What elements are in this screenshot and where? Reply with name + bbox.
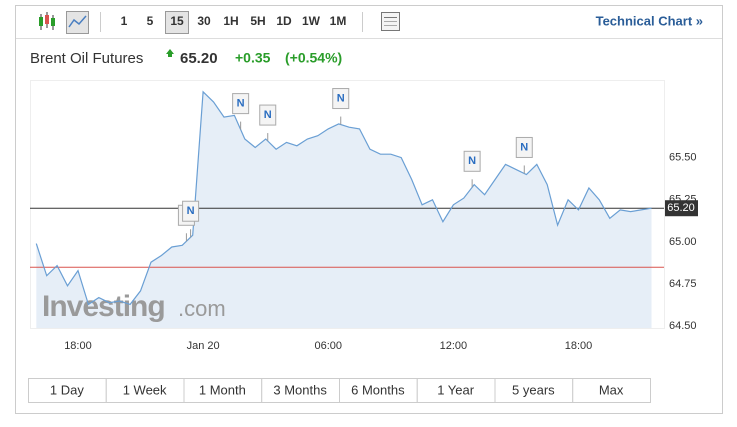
interval-button[interactable]: 1W bbox=[302, 14, 321, 28]
range-label[interactable]: 5 years bbox=[512, 382, 555, 397]
up-arrow bbox=[168, 54, 172, 57]
range-bar: 1 Day 1 Week 1 Month 3 Months 6 Months 1 Year… bbox=[28, 378, 651, 403]
line-icon[interactable] bbox=[66, 11, 89, 34]
settings-icon[interactable] bbox=[381, 12, 400, 31]
news-flag-box bbox=[332, 88, 350, 110]
news-flag[interactable]: N bbox=[232, 93, 250, 130]
x-tick-label: Jan 20 bbox=[187, 340, 220, 352]
interval-button[interactable]: 1 bbox=[121, 14, 128, 28]
news-flag-label: N bbox=[264, 109, 272, 121]
news-flag-box bbox=[232, 93, 250, 115]
x-tick-label: 18:00 bbox=[565, 340, 593, 352]
range-button[interactable] bbox=[494, 378, 574, 403]
range-label[interactable]: 1 Month bbox=[199, 382, 246, 397]
last-price-badge bbox=[665, 200, 698, 217]
interval-button[interactable]: 15 bbox=[170, 14, 184, 28]
y-tick-label: 64.75 bbox=[669, 278, 697, 290]
range-button[interactable] bbox=[339, 378, 418, 403]
candle-icon[interactable] bbox=[39, 12, 55, 30]
interval-button[interactable]: 5 bbox=[147, 14, 154, 28]
range-label[interactable]: Max bbox=[599, 382, 624, 397]
news-flag[interactable]: N bbox=[332, 88, 350, 125]
y-tick-label: 64.50 bbox=[669, 320, 697, 332]
range-label[interactable]: 6 Months bbox=[351, 382, 405, 397]
news-flag[interactable]: N bbox=[463, 150, 481, 188]
interval-button[interactable]: 1H bbox=[223, 14, 238, 28]
instrument-title: Brent Oil Futures bbox=[30, 50, 143, 67]
y-tick-label: 65.00 bbox=[669, 236, 697, 248]
interval-button[interactable]: 1D bbox=[276, 14, 292, 28]
news-flag-label: N bbox=[187, 205, 195, 217]
interval-button[interactable]: 1M bbox=[330, 14, 347, 28]
news-flag-box bbox=[515, 136, 533, 158]
range-label[interactable]: 3 Months bbox=[273, 382, 327, 397]
news-flag[interactable]: N bbox=[515, 136, 533, 174]
x-tick-label: 06:00 bbox=[314, 340, 342, 352]
range-button[interactable] bbox=[572, 378, 651, 403]
range-label[interactable]: 1 Day bbox=[50, 382, 84, 397]
x-tick-label: 18:00 bbox=[64, 340, 92, 352]
news-flag-label: N bbox=[237, 98, 245, 110]
news-flag-label: N bbox=[520, 141, 528, 153]
news-flag[interactable]: N bbox=[259, 104, 277, 142]
range-label[interactable]: 1 Year bbox=[437, 382, 475, 397]
range-button[interactable] bbox=[28, 378, 107, 403]
watermark: Investing bbox=[42, 290, 165, 323]
news-flag-label: N bbox=[468, 155, 476, 167]
up-arrow bbox=[166, 49, 174, 54]
range-button[interactable] bbox=[261, 378, 340, 403]
interval-button[interactable]: 30 bbox=[197, 14, 211, 28]
technical-chart-link[interactable]: Technical Chart » bbox=[596, 13, 703, 28]
x-tick-label: 12:00 bbox=[440, 340, 468, 352]
watermark: .com bbox=[178, 296, 226, 321]
area bbox=[36, 91, 652, 328]
news-flag[interactable]: N bbox=[182, 200, 200, 238]
range-label[interactable]: 1 Week bbox=[123, 382, 167, 397]
news-flag-box bbox=[463, 150, 481, 172]
last-price-label: 65.20 bbox=[667, 202, 695, 214]
interval-button[interactable]: 5H bbox=[250, 14, 265, 28]
interval-selected-bg bbox=[165, 11, 189, 34]
y-tick-label: 65.50 bbox=[669, 152, 697, 164]
change-percent: (+0.54%) bbox=[285, 50, 342, 66]
range-button[interactable] bbox=[105, 378, 185, 403]
price-line bbox=[35, 90, 652, 306]
plot: Investing .com64.5064.7565.0065.2565.5065… bbox=[30, 88, 698, 352]
news-flag-label: N bbox=[337, 92, 345, 104]
range-button[interactable] bbox=[416, 378, 496, 403]
change: +0.35 bbox=[235, 50, 271, 66]
news-flag-box bbox=[182, 200, 200, 222]
price: 65.20 bbox=[180, 50, 218, 67]
news-flag-box bbox=[259, 104, 277, 126]
